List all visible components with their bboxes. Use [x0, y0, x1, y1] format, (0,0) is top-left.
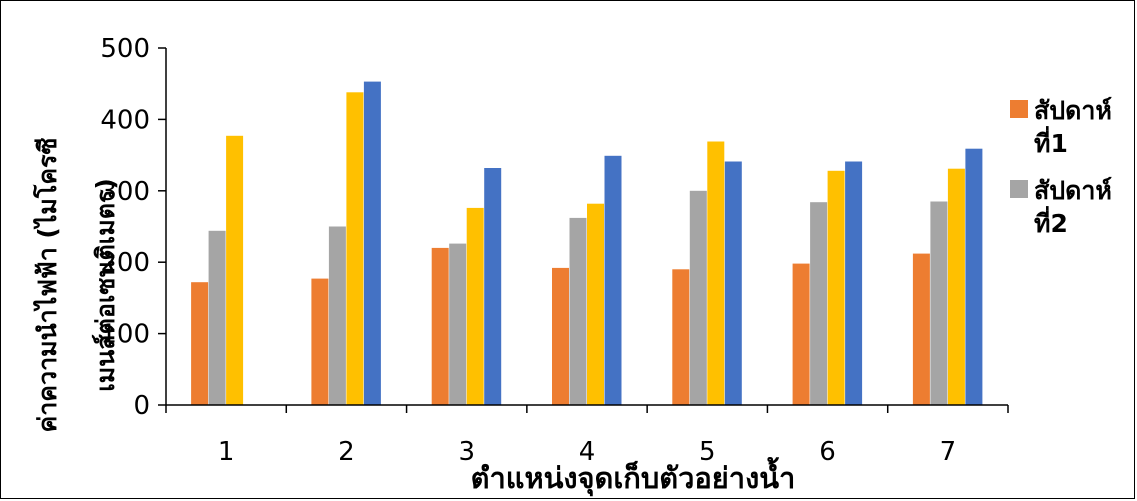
bar-s1-c7: [912, 253, 930, 405]
bar-s3-c2: [346, 92, 364, 406]
bar-s1-c1: [191, 282, 209, 405]
bar-s4-c5: [724, 161, 742, 405]
bar-s2-c6: [810, 202, 828, 405]
bar-s1-c3: [431, 247, 449, 405]
bar-s4-c7: [965, 148, 983, 405]
bar-s2-c5: [689, 190, 707, 405]
ticks-group: 0 100 200 300 400 500 1 2 3 4 5 6 7: [100, 34, 956, 467]
x-tick-label: 7: [940, 437, 957, 467]
legend-label-2-line2: ที่2: [1034, 206, 1068, 238]
y-tick-label: 500: [100, 34, 150, 64]
x-tick-label: 2: [338, 437, 355, 467]
y-tick-label: 0: [133, 391, 150, 421]
bar-s1-c6: [792, 263, 810, 405]
y-axis-label-line1: ค่าความนำไฟฟ้า (ไมโครซี: [32, 138, 62, 433]
bar-s1-c5: [672, 269, 690, 405]
bars-group: [191, 81, 983, 406]
bar-s3-c7: [947, 168, 965, 405]
bar-s4-c2: [363, 81, 381, 405]
legend: สัปดาห์ที่1สัปดาห์ที่2: [1010, 96, 1112, 238]
y-tick-label: 200: [100, 248, 150, 278]
bar-s1-c4: [552, 267, 569, 405]
y-tick-label: 100: [100, 320, 150, 350]
x-tick-label: 3: [458, 437, 475, 467]
legend-swatch-1: [1010, 100, 1028, 118]
legend-label-2-line1: สัปดาห์: [1034, 176, 1112, 205]
legend-label-1-line2: ที่1: [1034, 126, 1068, 158]
bar-s3-c3: [466, 207, 484, 405]
bar-s4-c6: [845, 161, 863, 405]
bar-s3-c5: [707, 141, 725, 405]
bar-s2-c1: [208, 230, 226, 405]
x-axis-label: ตำแหน่งจุดเก็บตัวอย่างน้ำ: [471, 456, 796, 496]
bar-s1-c2: [311, 278, 329, 405]
x-tick-label: 6: [819, 437, 836, 467]
legend-label-1-line1: สัปดาห์: [1034, 96, 1112, 125]
bar-s2-c2: [328, 226, 346, 405]
bar-s2-c4: [569, 217, 587, 405]
legend-swatch-2: [1010, 180, 1028, 198]
x-tick-label: 1: [218, 437, 235, 467]
y-axis-label-line2: เมนส์ต่อเซนติเมตร): [91, 178, 120, 392]
bar-s3-c1: [226, 135, 244, 406]
bar-s4-c4: [604, 155, 622, 405]
bar-s2-c3: [449, 243, 467, 405]
x-tick-label: 5: [699, 437, 716, 467]
y-tick-label: 300: [100, 177, 150, 207]
bar-s2-c7: [930, 201, 948, 405]
bar-s3-c6: [827, 170, 845, 405]
y-tick-label: 400: [100, 105, 150, 135]
bar-s4-c3: [484, 168, 502, 405]
axes-group: [158, 47, 1009, 413]
x-tick-label: 4: [579, 437, 596, 467]
bar-s3-c4: [587, 203, 604, 405]
